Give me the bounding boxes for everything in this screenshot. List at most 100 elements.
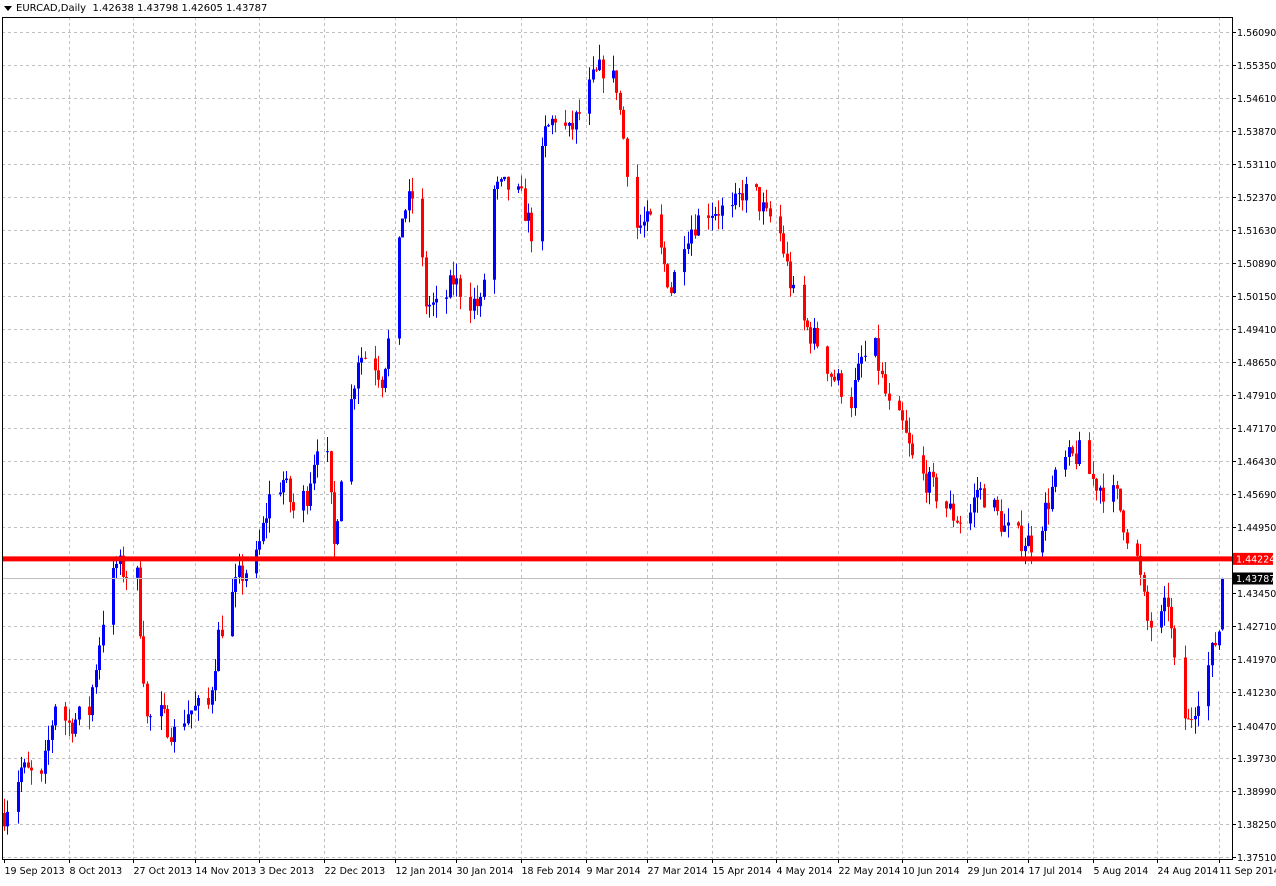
- bull-candle-body: [639, 226, 642, 228]
- bear-candle-body: [956, 521, 959, 523]
- bear-candle-body: [469, 297, 472, 311]
- bull-candle-body: [98, 645, 101, 670]
- bear-candle-body: [881, 371, 884, 374]
- bear-candle-body: [507, 177, 510, 190]
- bear-candle-body: [146, 684, 149, 717]
- bull-candle-body: [551, 119, 554, 125]
- y-tick-label: 1.52370: [1237, 193, 1276, 204]
- x-tick-label: 4 May 2014: [777, 866, 833, 877]
- bear-candle-body: [554, 119, 557, 123]
- x-tick-label: 24 Aug 2014: [1158, 866, 1219, 877]
- bear-candle-body: [1146, 592, 1149, 621]
- y-tick-label: 1.40470: [1237, 722, 1276, 733]
- bear-candle-body: [758, 187, 761, 211]
- plot-frame: [3, 18, 1233, 860]
- bear-candle-body: [663, 248, 666, 265]
- bear-candle-body: [694, 230, 697, 236]
- bear-candle-body: [602, 60, 605, 79]
- bear-candle-body: [666, 264, 669, 287]
- bull-candle-body: [214, 671, 217, 690]
- bull-candle-body: [673, 272, 676, 293]
- bear-candle-body: [1020, 526, 1023, 551]
- bull-candle-body: [483, 280, 486, 297]
- symbol-label: EURCAD,Daily: [16, 3, 86, 14]
- bull-candle-body: [874, 338, 877, 356]
- bull-candle-body: [575, 112, 578, 129]
- bear-candle-body: [1119, 489, 1122, 511]
- bull-candle-body: [646, 211, 649, 221]
- bear-candle-body: [806, 320, 809, 327]
- y-tick-label: 1.42710: [1237, 622, 1276, 633]
- bear-candle-body: [163, 705, 166, 709]
- bull-candle-body: [714, 214, 717, 216]
- bull-candle-body: [360, 358, 363, 363]
- bull-candle-body: [1041, 531, 1044, 552]
- y-tick-label: 1.53110: [1237, 160, 1276, 171]
- bull-candle-body: [1194, 716, 1197, 719]
- y-tick-label: 1.50890: [1237, 259, 1276, 270]
- bear-candle-body: [741, 193, 744, 200]
- bull-candle-body: [149, 716, 152, 717]
- bear-candle-body: [935, 477, 938, 501]
- bear-candle-body: [1092, 474, 1095, 479]
- bull-candle-body: [258, 541, 261, 549]
- bear-candle-body: [1047, 503, 1050, 509]
- bull-candle-body: [1064, 457, 1067, 470]
- bull-candle-body: [1207, 665, 1210, 706]
- bull-candle-body: [979, 488, 982, 490]
- level-price-label: 1.44224: [1236, 554, 1275, 565]
- bull-candle-body: [211, 690, 214, 705]
- bull-candle-body: [265, 518, 268, 523]
- bull-candle-body: [160, 705, 163, 716]
- bull-candle-body: [568, 123, 571, 126]
- bear-candle-body: [619, 93, 622, 110]
- x-tick-label: 17 Jul 2014: [1029, 866, 1083, 877]
- dropdown-triangle-icon[interactable]: [4, 6, 12, 11]
- bear-candle-body: [707, 215, 710, 218]
- bull-candle-body: [1211, 643, 1214, 665]
- x-tick-label: 29 Jun 2014: [968, 866, 1025, 877]
- bear-candle-body: [524, 188, 527, 220]
- y-tick-label: 1.38990: [1237, 787, 1276, 798]
- x-tick-label: 9 Mar 2014: [587, 866, 641, 877]
- bear-candle-body: [884, 374, 887, 393]
- bull-candle-body: [336, 521, 339, 544]
- bear-candle-body: [40, 770, 43, 773]
- bull-candle-body: [313, 465, 316, 484]
- bull-candle-body: [268, 494, 271, 518]
- bear-candle-body: [425, 257, 428, 306]
- bull-candle-body: [496, 182, 499, 189]
- bear-candle-body: [779, 216, 782, 233]
- bear-candle-body: [1150, 621, 1153, 628]
- bull-candle-body: [721, 206, 724, 216]
- candles: [3, 45, 1224, 835]
- bear-candle-body: [932, 472, 935, 477]
- bull-candle-body: [197, 698, 200, 706]
- bull-candle-body: [262, 523, 265, 541]
- bear-candle-body: [1170, 607, 1173, 628]
- bull-candle-body: [837, 373, 840, 380]
- bull-candle-body: [1068, 447, 1071, 457]
- bull-candle-body: [357, 363, 360, 389]
- x-tick-label: 19 Sep 2013: [5, 866, 65, 877]
- bear-candle-body: [64, 707, 67, 721]
- bull-candle-body: [1078, 440, 1081, 464]
- bull-candle-body: [731, 205, 734, 206]
- bull-candle-body: [854, 380, 857, 408]
- bull-candle-body: [588, 80, 591, 114]
- bear-candle-body: [30, 768, 33, 771]
- bear-candle-body: [71, 723, 74, 734]
- y-tick-label: 1.44950: [1237, 523, 1276, 534]
- bear-candle-body: [1075, 454, 1078, 464]
- bear-candle-body: [908, 433, 911, 444]
- bear-candle-body: [306, 491, 309, 506]
- bull-candle-body: [547, 125, 550, 126]
- bear-candle-body: [615, 71, 618, 93]
- y-tick-label: 1.43450: [1237, 589, 1276, 600]
- bull-candle-body: [428, 305, 431, 307]
- bear-candle-body: [803, 285, 806, 321]
- y-tick-label: 1.46430: [1237, 457, 1276, 468]
- bull-candle-body: [792, 285, 795, 288]
